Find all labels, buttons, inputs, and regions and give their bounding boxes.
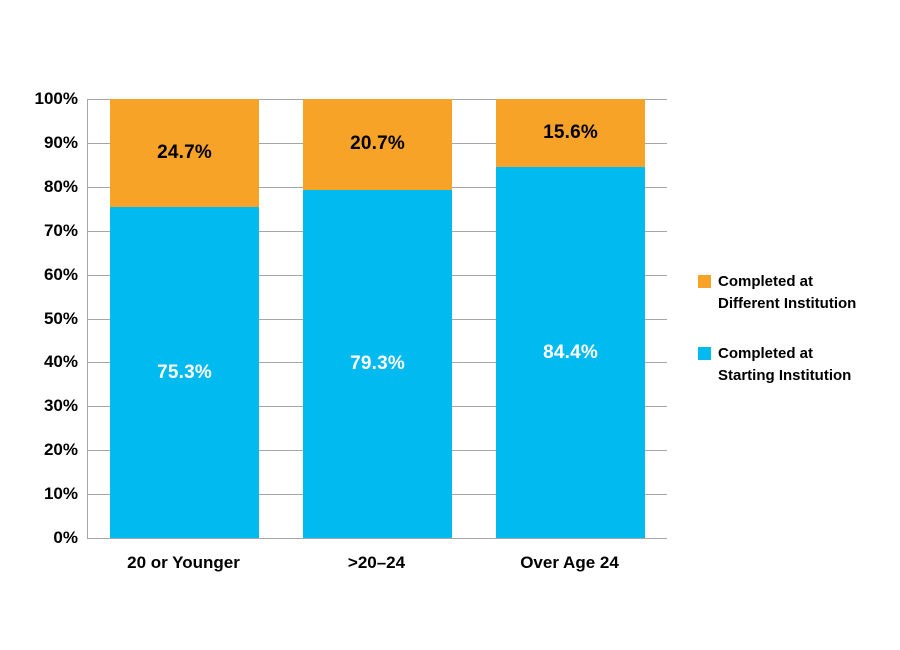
bar-group: 79.3% 20.7% xyxy=(303,99,452,538)
legend-item: Completed at Starting Institution xyxy=(698,343,893,387)
plot-area: 75.3% 24.7% 79.3% 20.7% 84.4% 15.6% xyxy=(87,99,667,539)
y-tick-label: 10% xyxy=(43,484,78,503)
bar-segment-starting-institution: 84.4% xyxy=(496,167,645,538)
y-tick-label: 70% xyxy=(43,221,78,240)
legend-label-line: Different Institution xyxy=(718,295,857,312)
y-tick-label: 50% xyxy=(43,309,78,328)
bar-segment-starting-institution: 79.3% xyxy=(303,189,452,538)
y-tick-label: 90% xyxy=(43,133,78,152)
y-tick-label: 60% xyxy=(43,265,78,284)
x-axis-label: 20 or Younger xyxy=(127,553,240,572)
legend-label: Completed at Starting Institution xyxy=(718,343,851,387)
legend-label: Completed at Different Institution xyxy=(718,271,856,315)
legend-label-line: Completed at xyxy=(718,345,814,362)
legend: Completed at Different Institution Complet… xyxy=(698,271,893,415)
bar-data-label: 79.3% xyxy=(350,352,405,374)
bar-data-label: 20.7% xyxy=(350,133,405,155)
y-tick-label: 30% xyxy=(43,396,78,415)
bar-data-label: 24.7% xyxy=(157,142,212,164)
legend-label-line: Starting Institution xyxy=(718,367,852,384)
y-tick-label: 40% xyxy=(43,352,78,371)
x-axis-label: >20–24 xyxy=(347,553,406,572)
bar-segment-starting-institution: 75.3% xyxy=(110,207,259,538)
legend-swatch xyxy=(698,347,711,360)
legend-item: Completed at Different Institution xyxy=(698,271,893,315)
y-tick-label: 100% xyxy=(34,89,78,108)
y-tick-label: 0% xyxy=(53,528,78,547)
bar-group: 75.3% 24.7% xyxy=(110,99,259,538)
bar-data-label: 15.6% xyxy=(543,122,598,144)
bar-data-label: 84.4% xyxy=(543,341,598,363)
y-tick-label: 80% xyxy=(43,177,78,196)
bar-data-label: 75.3% xyxy=(157,361,212,383)
legend-label-line: Completed at xyxy=(718,273,814,290)
bar-segment-different-institution: 20.7% xyxy=(303,99,452,190)
bar-segment-different-institution: 15.6% xyxy=(496,99,645,168)
y-tick-label: 20% xyxy=(43,440,78,459)
legend-swatch xyxy=(698,275,711,288)
bar-group: 84.4% 15.6% xyxy=(496,99,645,538)
bar-segment-different-institution: 24.7% xyxy=(110,99,259,208)
x-axis-label: Over Age 24 xyxy=(520,553,619,572)
